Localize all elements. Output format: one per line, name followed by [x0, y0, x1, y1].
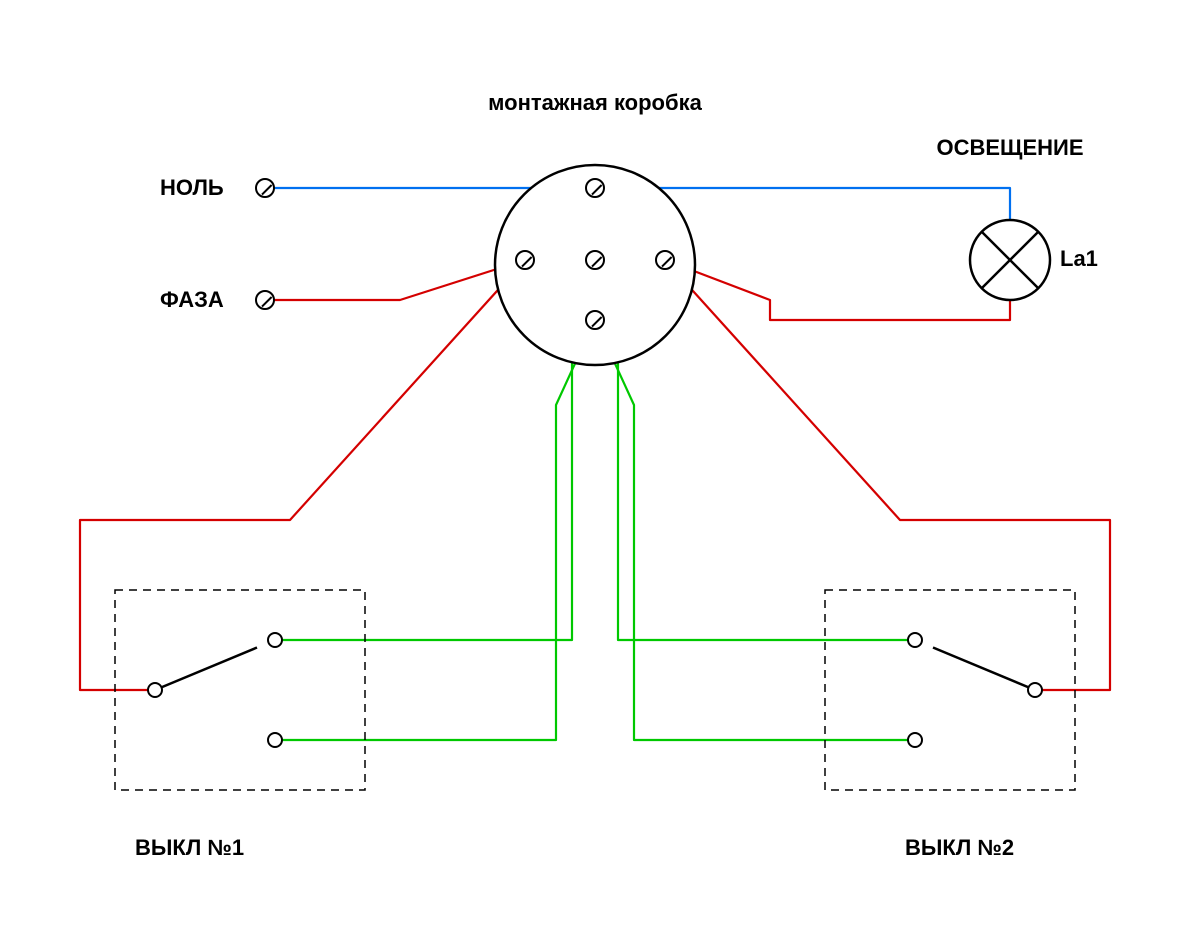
switch-top-1 [268, 633, 282, 647]
terminal-phase [256, 291, 274, 309]
label-neutral: НОЛЬ [160, 175, 224, 200]
label-phase: ФАЗА [160, 287, 224, 312]
switch-common-1 [148, 683, 162, 697]
switch-top-2 [908, 633, 922, 647]
label-junction_box: монтажная коробка [488, 90, 702, 115]
label-switch2: ВЫКЛ №2 [905, 835, 1014, 860]
switch-bot-2 [908, 733, 922, 747]
wire [80, 260, 525, 690]
switch-lever-1 [155, 648, 257, 691]
jb-terminal-right [656, 251, 674, 269]
switch-common-2 [1028, 683, 1042, 697]
wire [595, 320, 915, 740]
label-switch1: ВЫКЛ №1 [135, 835, 244, 860]
jb-terminal-center [586, 251, 604, 269]
wire [275, 320, 595, 740]
wire [265, 260, 525, 300]
jb-terminal-bottom [586, 311, 604, 329]
terminal-neutral [256, 179, 274, 197]
wire [665, 260, 1110, 690]
jb-terminal-top [586, 179, 604, 197]
switch-bot-1 [268, 733, 282, 747]
jb-terminal-left [516, 251, 534, 269]
switch-lever-2 [933, 648, 1035, 691]
label-lighting: ОСВЕЩЕНИЕ [936, 135, 1083, 160]
label-lamp: La1 [1060, 246, 1098, 271]
wire [665, 260, 1010, 320]
wiring-diagram: монтажная коробка НОЛЬ ФАЗА ОСВЕЩЕНИЕ La1 ВЫК… [0, 0, 1190, 941]
